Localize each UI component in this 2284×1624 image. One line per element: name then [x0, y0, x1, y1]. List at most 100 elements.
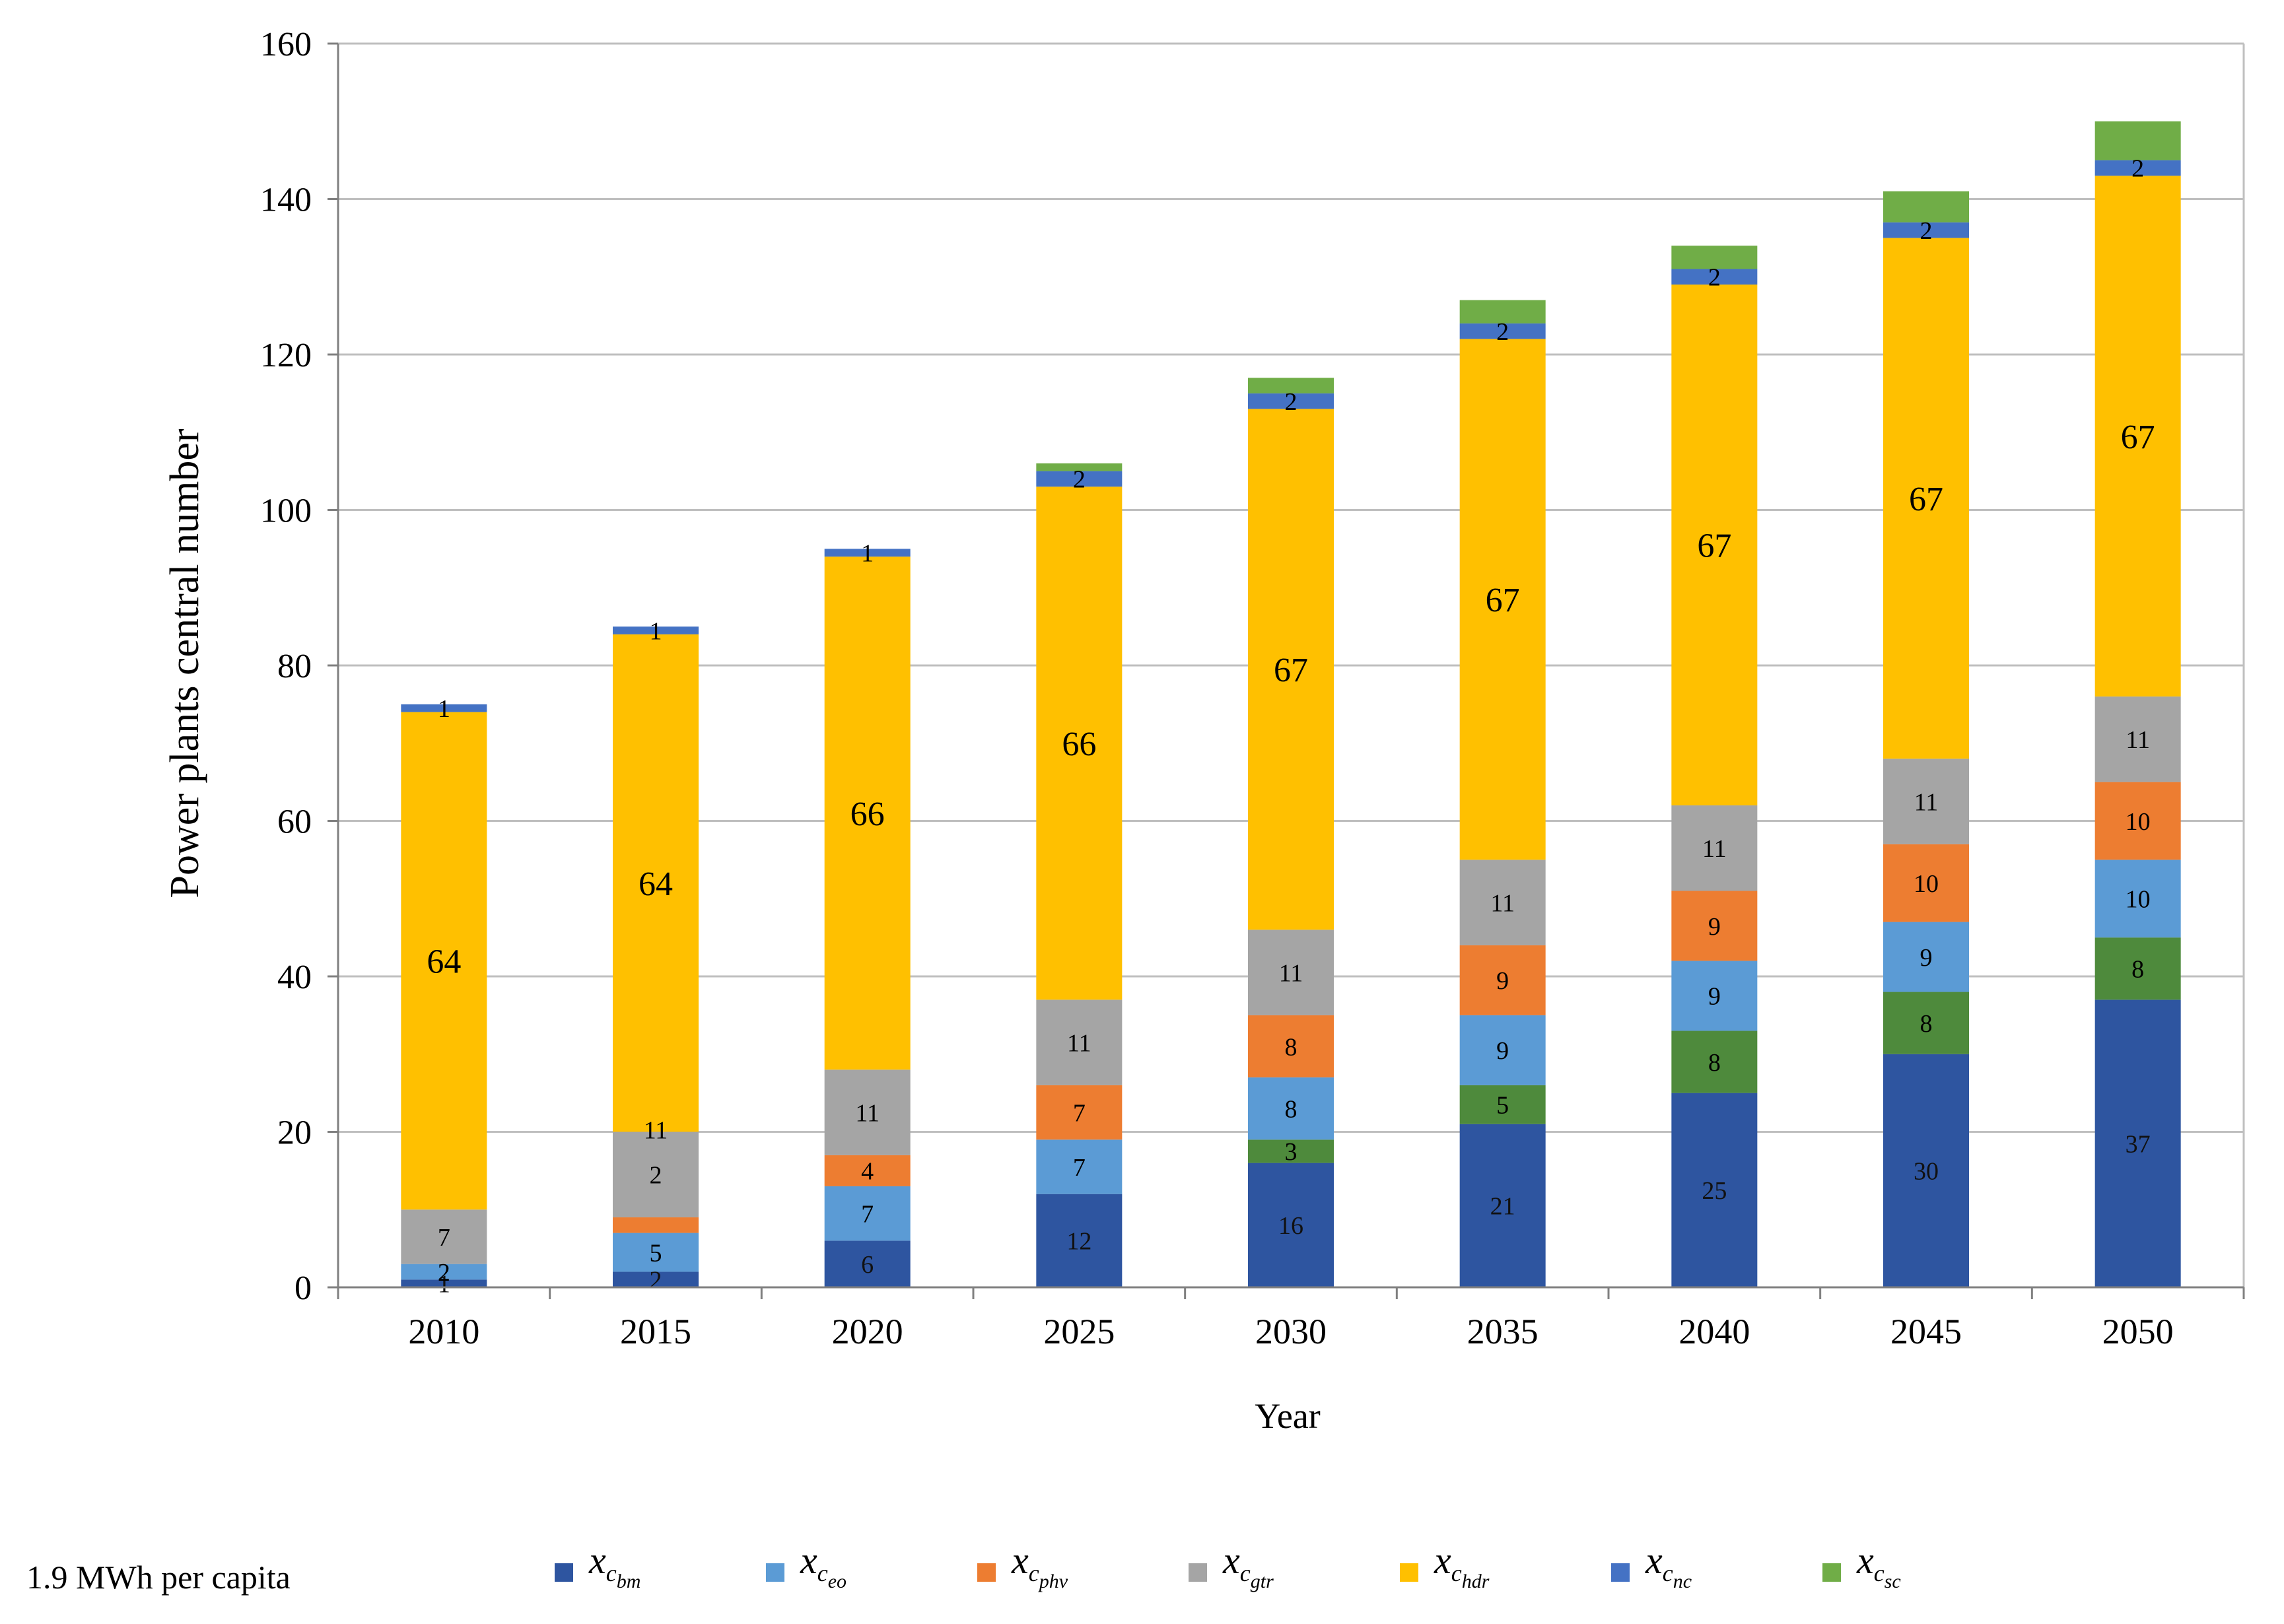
legend-swatch — [1400, 1563, 1418, 1582]
data-label: 11 — [855, 1099, 880, 1127]
bar-segment-x-c-eo — [1036, 1139, 1123, 1194]
bar-segment-x-c-gtr — [824, 1069, 911, 1155]
y-tick-label: 100 — [260, 492, 312, 530]
bar-segment-x-c-eo — [2094, 860, 2181, 938]
data-label: 11 — [1490, 889, 1515, 917]
data-label: 16 — [1278, 1212, 1303, 1240]
legend-label: xchdr — [1434, 1539, 1490, 1592]
bar-segment-x-c-nc — [1671, 269, 1758, 285]
bars — [401, 121, 2181, 1287]
data-label: 5 — [650, 1239, 662, 1267]
bar-segment-x-c-eo — [1883, 922, 1969, 992]
legend-swatch — [1189, 1563, 1207, 1582]
bar-segment-x-c-sc — [1883, 992, 1969, 1054]
y-tick-label: 80 — [277, 648, 312, 685]
data-label: 37 — [2126, 1130, 2151, 1158]
data-label: 4 — [861, 1158, 874, 1186]
bar-segment-x-c-nc — [1459, 323, 1546, 339]
bar-segment-x-c-phv — [1883, 844, 1969, 922]
legend-label: xceo — [800, 1539, 847, 1592]
bar-segment-x-c-sc-top — [2094, 121, 2181, 160]
bar-segment-x-c-bm — [824, 1240, 911, 1287]
bar-segment-x-c-hdr — [824, 557, 911, 1070]
bar-segment-x-c-nc — [613, 626, 699, 634]
bar-segment-x-c-eo — [1248, 1077, 1334, 1140]
data-label: 67 — [1486, 582, 1520, 619]
data-label: 2 — [1285, 388, 1298, 416]
bar-segment-x-c-phv — [1036, 1085, 1123, 1140]
legend-swatch — [1611, 1563, 1630, 1582]
bar-segment-x-c-phv — [613, 1217, 699, 1233]
bar-segment-x-c-eo — [1671, 961, 1758, 1031]
data-label: 67 — [1697, 527, 1731, 565]
bar-segment-x-c-phv — [2094, 782, 2181, 860]
bar-segment-x-c-bm — [613, 1271, 699, 1287]
bar-segment-x-c-gtr — [1248, 930, 1334, 1015]
bar-segment-x-c-hdr — [1248, 409, 1334, 930]
bar-segment-x-c-nc — [401, 704, 487, 712]
legend-label: xcnc — [1645, 1539, 1692, 1592]
y-tick-label: 0 — [294, 1269, 312, 1307]
legend-swatch — [977, 1563, 996, 1582]
data-label: 3 — [1285, 1138, 1298, 1166]
bar-segment-x-c-bm — [1671, 1093, 1758, 1287]
y-tick-label: 60 — [277, 803, 312, 841]
bar-segment-x-c-hdr — [613, 634, 699, 1132]
bar-segment-x-c-sc-top — [1883, 191, 1969, 222]
data-label: 10 — [2126, 886, 2151, 914]
data-label: 7 — [1073, 1154, 1086, 1182]
bar-segment-x-c-sc-top — [1459, 300, 1546, 323]
y-tick-label: 140 — [260, 182, 312, 219]
data-label: 25 — [1702, 1177, 1727, 1205]
bar-segment-x-c-sc — [1671, 1031, 1758, 1093]
x-tick-label: 2020 — [832, 1312, 903, 1351]
bar-segment-x-c-gtr — [2094, 696, 2181, 782]
data-label: 66 — [1062, 726, 1096, 763]
bar-segment-x-c-eo — [613, 1233, 699, 1272]
data-label: 10 — [1914, 870, 1939, 898]
y-tick-label: 40 — [277, 959, 312, 996]
data-label: 10 — [2126, 808, 2151, 836]
x-tick-label: 2010 — [408, 1312, 479, 1351]
data-label: 2 — [1496, 318, 1509, 346]
data-label: 11 — [644, 1117, 668, 1145]
bar-segment-x-c-sc-top — [1671, 246, 1758, 269]
bar-segment-x-c-eo — [1459, 1015, 1546, 1085]
bar-segment-x-c-gtr — [401, 1209, 487, 1264]
bar-segment-x-c-nc — [2094, 160, 2181, 176]
bar-segment-x-c-hdr — [1883, 238, 1969, 759]
legend-label: xcgtr — [1223, 1539, 1274, 1592]
bar-segment-x-c-sc — [1248, 1139, 1334, 1163]
data-label: 12 — [1066, 1228, 1091, 1256]
bar-segment-x-c-hdr — [401, 712, 487, 1210]
bar-segment-x-c-bm — [2094, 999, 2181, 1287]
y-tick-label: 160 — [260, 26, 312, 63]
bar-segment-x-c-sc — [1459, 1085, 1546, 1124]
data-label: 2 — [438, 1259, 450, 1287]
data-label: 2 — [1920, 217, 1933, 245]
data-label: 7 — [438, 1224, 450, 1252]
data-label: 64 — [427, 943, 461, 981]
bar-segment-x-c-nc — [1883, 222, 1969, 238]
data-label: 8 — [1285, 1033, 1298, 1061]
data-label: 7 — [1073, 1099, 1086, 1127]
y-tick-label: 120 — [260, 337, 312, 374]
data-label: 9 — [1708, 913, 1721, 941]
x-tick-label: 2040 — [1678, 1312, 1750, 1351]
y-axis-label: Power plants central number — [162, 428, 207, 898]
data-label: 2 — [1708, 264, 1721, 292]
data-label: 9 — [1708, 983, 1721, 1011]
data-label: 6 — [861, 1251, 874, 1279]
bar-segment-x-c-sc — [2094, 937, 2181, 1000]
legend-label: xcsc — [1857, 1539, 1901, 1592]
data-label: 64 — [639, 865, 673, 903]
data-label: 11 — [1279, 959, 1303, 987]
legend-swatch — [555, 1563, 573, 1582]
bar-segment-x-c-gtr — [1459, 860, 1546, 945]
bar-segment-x-c-eo — [401, 1264, 487, 1280]
data-label: 7 — [861, 1200, 874, 1228]
bar-segment-x-c-hdr — [1671, 285, 1758, 805]
bar-segment-x-c-bm — [1459, 1124, 1546, 1287]
bar-segment-x-c-phv — [824, 1155, 911, 1186]
x-tick-label: 2045 — [1890, 1312, 1962, 1351]
